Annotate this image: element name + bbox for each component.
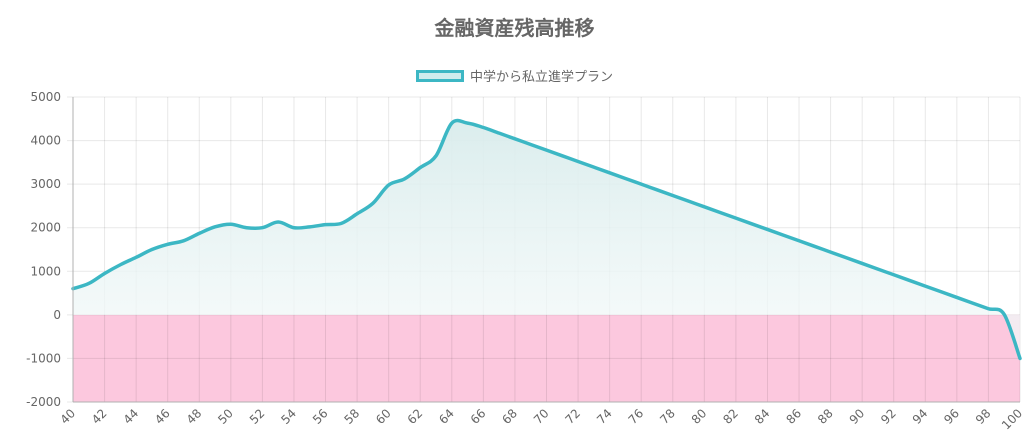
x-tick-label: 60	[373, 406, 394, 427]
y-tick-label: -2000	[26, 395, 61, 409]
x-tick-label: 100	[999, 406, 1025, 432]
x-tick-label: 76	[626, 406, 647, 427]
x-tick-label: 66	[468, 406, 489, 427]
series-area-fill	[73, 120, 1020, 359]
x-tick-label: 56	[310, 406, 331, 427]
negative-region	[73, 314, 1020, 402]
x-tick-label: 94	[910, 406, 931, 427]
x-tick-label: 84	[752, 406, 773, 427]
y-tick-label: 4000	[30, 134, 61, 148]
x-tick-label: 54	[278, 406, 299, 427]
y-tick-label: 5000	[30, 90, 61, 104]
legend-swatch	[415, 69, 464, 82]
y-tick-label: 0	[53, 308, 61, 322]
x-tick-label: 40	[57, 406, 78, 427]
x-tick-label: 70	[531, 406, 552, 427]
x-tick-label: 46	[152, 406, 173, 427]
x-tick-label: 62	[405, 406, 426, 427]
x-tick-label: 88	[815, 406, 836, 427]
x-tick-label: 48	[184, 406, 205, 427]
x-tick-label: 80	[689, 406, 710, 427]
y-tick-label: -1000	[26, 351, 61, 365]
x-tick-label: 72	[562, 406, 583, 427]
x-tick-label: 44	[121, 406, 142, 427]
x-tick-label: 96	[941, 406, 962, 427]
x-tick-label: 52	[247, 406, 268, 427]
x-tick-label: 78	[657, 406, 678, 427]
x-tick-label: 50	[215, 406, 236, 427]
x-tick-label: 86	[783, 406, 804, 427]
y-tick-label: 1000	[30, 264, 61, 278]
x-tick-label: 58	[342, 406, 363, 427]
x-tick-label: 98	[973, 406, 994, 427]
chart-title: 金融資産残高推移	[434, 16, 595, 40]
x-tick-label: 90	[847, 406, 868, 427]
series-line[interactable]	[71, 118, 1022, 361]
legend-label: 中学から私立進学プラン	[469, 70, 613, 85]
y-tick-label: 2000	[30, 221, 61, 235]
x-tick-label: 74	[594, 406, 615, 427]
x-tick-label: 92	[878, 406, 899, 427]
x-tick-label: 82	[720, 406, 741, 427]
legend[interactable]: 中学から私立進学プラン	[0, 66, 1029, 85]
x-tick-label: 64	[436, 406, 457, 427]
x-tick-label: 42	[89, 406, 110, 427]
y-tick-label: 3000	[30, 177, 61, 191]
x-tick-label: 68	[499, 406, 520, 427]
